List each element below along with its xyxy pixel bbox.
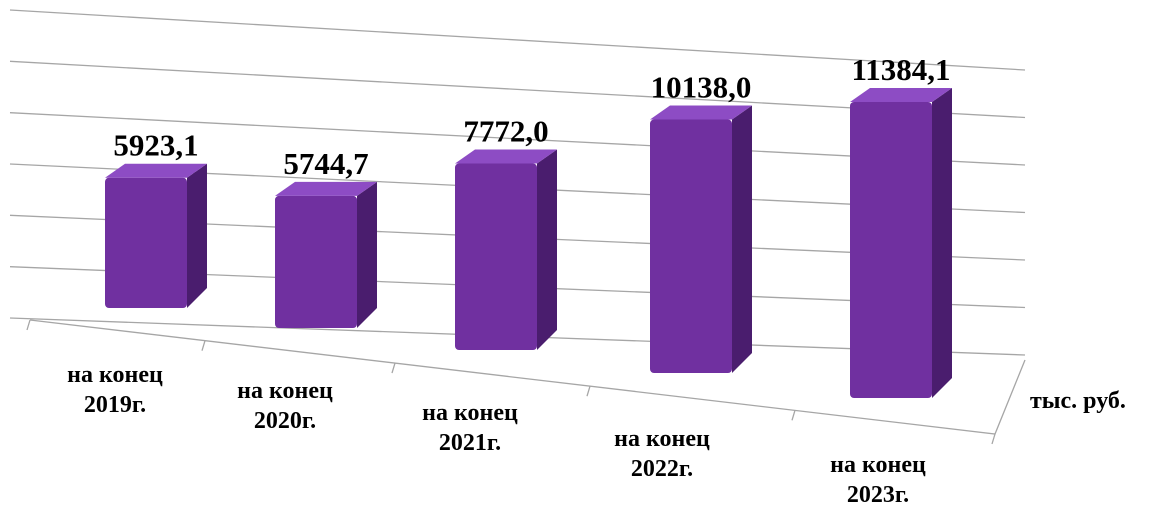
grid-line <box>9 9 1026 71</box>
floor-tick <box>791 410 796 421</box>
value-label: 5744,7 <box>283 146 368 181</box>
floor-tick <box>586 385 591 397</box>
value-label: 10138,0 <box>651 70 752 105</box>
bar-front <box>850 102 932 398</box>
value-label: 7772,0 <box>463 113 548 148</box>
bar-front <box>455 163 537 350</box>
x-tick-label-line: на конец <box>422 400 518 426</box>
x-tick-label-line: на конец <box>830 452 926 478</box>
x-tick-label-line: 2023г. <box>847 482 909 508</box>
bar <box>650 105 752 374</box>
value-label: 11384,1 <box>851 52 950 87</box>
bar <box>455 149 557 350</box>
bar-top <box>105 163 207 178</box>
floor-tick <box>26 319 31 331</box>
x-tick-label-line: на конец <box>237 378 333 404</box>
floor-tick <box>201 340 206 351</box>
x-tick-label-line: на конец <box>67 362 163 388</box>
floor-tick <box>991 433 996 445</box>
bar-front <box>650 119 732 373</box>
x-tick-label: на конец 2023г. <box>830 452 926 508</box>
x-tick-label: на конец 2020г. <box>237 378 333 434</box>
x-tick-label-line: 2021г. <box>439 430 501 456</box>
bar-side <box>187 163 207 308</box>
x-tick-label-line: 2019г. <box>84 392 146 418</box>
x-tick-label-line: на конец <box>614 426 710 452</box>
bar <box>850 88 952 398</box>
value-label: 5923,1 <box>113 128 198 163</box>
bar-top <box>455 149 557 164</box>
bar-top <box>275 181 377 196</box>
bar-front <box>105 177 187 308</box>
x-tick-label-line: 2022г. <box>631 456 693 482</box>
x-tick-label: на конец 2022г. <box>614 426 710 482</box>
bar-top <box>650 105 752 120</box>
bar-side <box>537 149 557 350</box>
bar-top <box>850 88 952 103</box>
x-tick-label: на конец 2021г. <box>422 400 518 456</box>
bar <box>275 181 377 328</box>
bar-side <box>357 181 377 328</box>
bar-front <box>275 195 357 328</box>
x-tick-label: на конец 2019г. <box>67 362 163 418</box>
axis-label: тыс. руб. <box>1030 388 1126 414</box>
bar <box>105 163 207 308</box>
x-tick-label-line: 2020г. <box>254 408 316 434</box>
floor-tick <box>391 362 396 374</box>
bar-side <box>732 105 752 374</box>
bar-side <box>932 88 952 398</box>
